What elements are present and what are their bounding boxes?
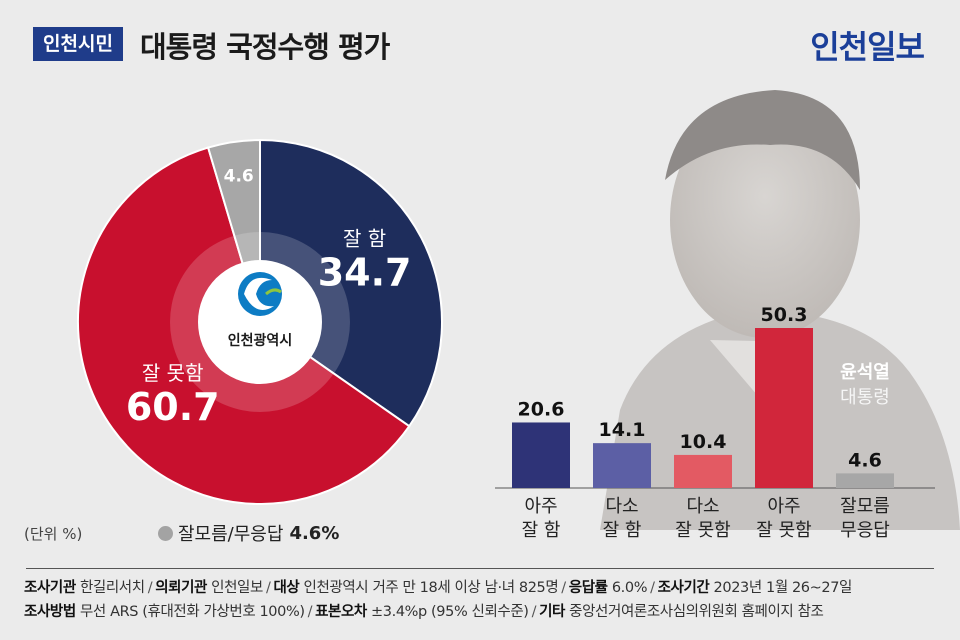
footer-key: 표본오차 [315, 604, 367, 620]
bar [674, 454, 732, 488]
bar-category-label: 아주 [767, 496, 800, 517]
footer-value: 중앙선거여론조사심의위원회 홈페이지 참조 [564, 604, 824, 620]
footer-value: ±3.4%p (95% 신뢰수준) [366, 604, 529, 620]
footer-key: 조사방법 [24, 604, 76, 620]
footer-value: 무선 ARS (휴대전화 가상번호 100%) [75, 604, 305, 620]
pie-label-good: 잘 함 [343, 226, 386, 250]
newspaper-logo: 인천일보 [810, 28, 925, 66]
face-shape [670, 102, 860, 338]
bar-value-label: 20.6 [518, 398, 565, 420]
footer-key: 조사기관 [24, 580, 76, 596]
footer-key: 기타 [539, 604, 565, 620]
footer-value: 인천일보 [206, 580, 263, 596]
footer-separator: / [650, 580, 655, 596]
footer-value: 6.0% [607, 580, 648, 596]
page-title: 대통령 국정수행 평가 [140, 30, 390, 64]
bar-category-label: 잘 함 [522, 520, 561, 541]
bar-value-label: 4.6 [848, 449, 882, 471]
person-name: 윤석열 [840, 362, 890, 383]
footer-separator: / [307, 604, 313, 620]
city-emblem-icon [238, 272, 282, 316]
footer-value: 2023년 1월 26~27일 [709, 580, 853, 596]
pie-value-good: 34.7 [318, 250, 412, 294]
footer-separator: / [265, 580, 271, 596]
dk-legend-value: 4.6% [289, 522, 340, 544]
bar-value-label: 50.3 [761, 304, 808, 326]
pie-value-dk: 4.6 [224, 167, 254, 187]
footer-key: 의뢰기관 [155, 580, 207, 596]
bar-value-label: 10.4 [680, 431, 727, 453]
footer-row-1: 조사기관 한길리서치 / 의뢰기관 인천일보 / 대상 인천광역시 거주 만 18세 이… [24, 576, 852, 597]
pie-label-bad: 잘 못함 [142, 361, 204, 385]
hair-shape [665, 90, 860, 190]
bar [755, 328, 813, 488]
bar-category-label: 다소 [605, 496, 638, 517]
dk-legend: 잘모름/무응답 4.6% [158, 520, 339, 546]
bar [512, 422, 570, 488]
bar [836, 473, 894, 488]
footer-key: 대상 [273, 580, 300, 596]
footer-key: 조사기간 [657, 580, 710, 596]
region-tag: 인천시민 [33, 27, 123, 61]
footer-row-2: 조사방법 무선 ARS (휴대전화 가상번호 100%) / 표본오차 ±3.4%p… [24, 600, 824, 621]
pie-center [198, 260, 322, 384]
pie-slice-good [259, 138, 443, 428]
footer-key: 응답률 [568, 580, 608, 596]
footer-separator: / [531, 604, 537, 620]
footer-value: 인천광역시 거주 만 18세 이상 남·녀 825명 [299, 580, 559, 596]
person-role: 대통령 [840, 387, 890, 408]
footer-separator: / [147, 580, 153, 596]
footer-value: 한길리서치 [75, 580, 145, 596]
dk-legend-label: 잘모름/무응답 [178, 524, 284, 545]
bar-category-label: 다소 [686, 496, 719, 517]
detail-bar-chart: 20.6 아주잘 함 14.1 다소잘 함 10.4 다소잘 못함 50.3 아주잘 못함 4.… [495, 304, 935, 541]
bar-category-label: 무응답 [840, 520, 890, 541]
header: 인천시민 대통령 국정수행 평가 인천일보 [0, 0, 960, 78]
bar-category-label: 아주 [524, 496, 557, 517]
footer-separator: / [561, 580, 566, 596]
bar-value-label: 14.1 [599, 419, 646, 441]
city-emblem-label: 인천광역시 [228, 332, 292, 349]
pie-value-bad: 60.7 [126, 385, 220, 429]
unit-label: (단위 %) [24, 525, 83, 543]
bar [593, 443, 651, 488]
bar-category-label: 잘 못함 [675, 520, 730, 541]
bar-category-label: 잘 못함 [756, 520, 811, 541]
bar-category-label: 잘모름 [840, 496, 890, 517]
bar-category-label: 잘 함 [603, 520, 642, 541]
footer-divider [26, 568, 934, 569]
dk-legend-swatch [158, 525, 173, 541]
